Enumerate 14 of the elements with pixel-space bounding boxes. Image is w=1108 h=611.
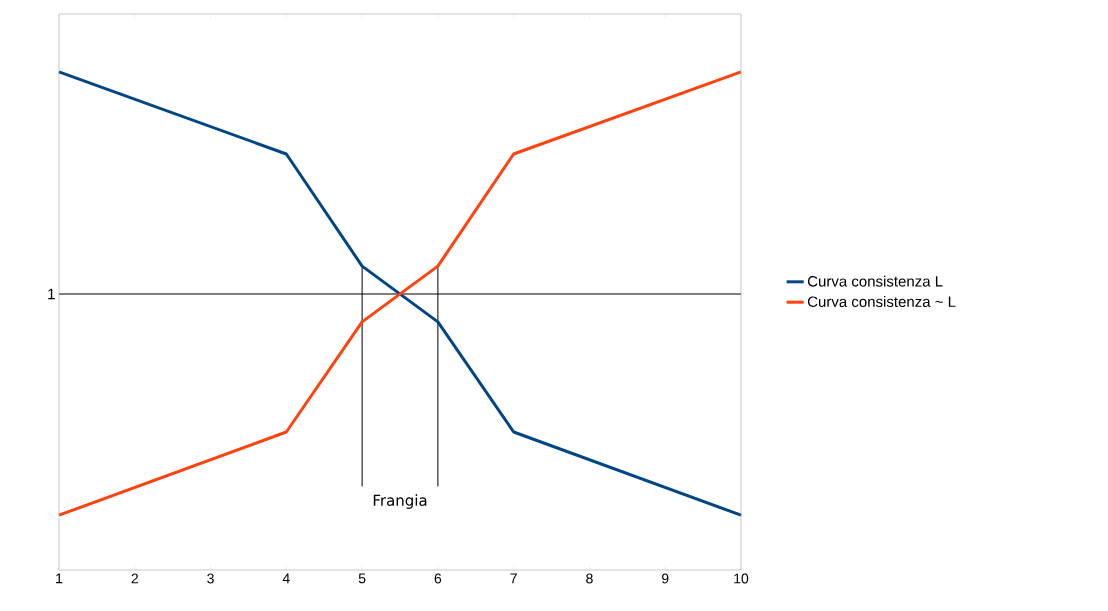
x-tick-label: 2 — [131, 573, 138, 584]
x-tick-label: 9 — [661, 573, 669, 584]
annotation: Frangia — [373, 494, 427, 509]
x-tick-label: 6 — [434, 573, 442, 584]
x-tick-label: 10 — [734, 573, 749, 584]
x-tick-label: 3 — [207, 573, 214, 584]
x-tick-label: 1 — [56, 573, 63, 584]
legend-label: Curva consistenza ~ L — [807, 296, 956, 308]
legend-label: Curva consistenza L — [807, 275, 943, 287]
x-tick-label: 8 — [586, 573, 593, 584]
x-tick-label: 7 — [510, 573, 517, 584]
x-tick-label: 4 — [282, 573, 290, 584]
x-tick-label: 5 — [358, 573, 366, 584]
ref-line-label: 1 — [48, 288, 55, 300]
